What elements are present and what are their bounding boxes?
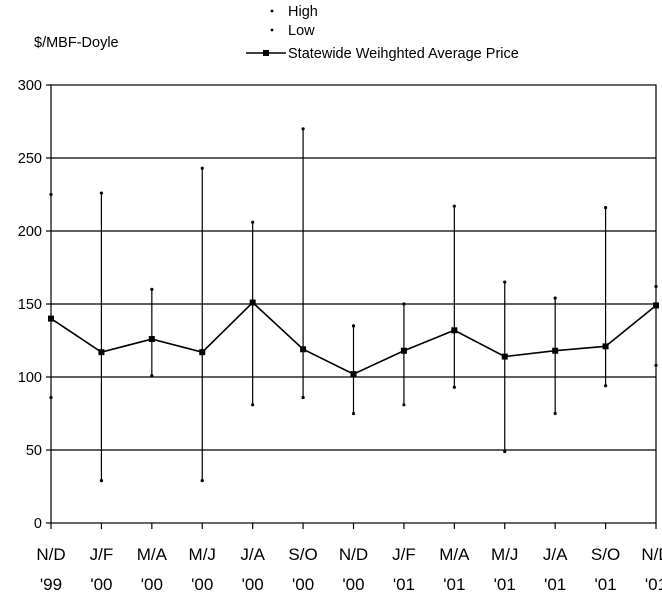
high-point [503,280,507,284]
x-tick-label-year: '00 [90,575,112,594]
x-tick-label-year: '00 [191,575,213,594]
low-point [200,479,204,483]
x-tick-label-year: '00 [292,575,314,594]
high-point [553,296,557,300]
x-tick-label-year: '01 [645,575,662,594]
x-tick-label-period: J/A [543,545,568,564]
x-tick-label-period: M/J [491,545,518,564]
x-tick-label-period: S/O [288,545,317,564]
x-tick-label-period: M/A [439,545,470,564]
average-price-series [48,299,659,378]
high-point [301,127,305,131]
high-point [150,287,154,291]
average-point [48,315,54,322]
x-tick-label-year: '01 [595,575,617,594]
legend-average-marker [263,50,269,56]
average-point [451,327,458,334]
high-point [654,284,658,289]
low-point [301,395,305,400]
high-point [251,220,255,224]
high-point [603,206,608,210]
x-tick-label-period: J/A [240,545,265,564]
y-tick-label: 100 [18,370,42,386]
x-tick-label-period: M/A [137,545,168,564]
average-point [300,346,307,353]
x-axis-ticks: N/D '99 J/F '00 M/A '00 M/J '00 J/A '00 S/O '00 N/D '… [36,523,662,594]
legend-low-label: Low [288,23,315,39]
low-point [452,385,456,389]
y-tick-label: 250 [18,151,42,167]
x-tick-label-year: '00 [242,575,264,594]
legend-high-marker [270,9,274,13]
high-point [200,166,204,170]
x-tick-label-year: '01 [494,575,516,594]
average-point [400,347,407,354]
legend-high-label: High [288,4,318,20]
average-point [653,302,659,309]
low-point [351,411,356,416]
high-point [452,204,456,208]
y-axis-label: $/MBF-Doyle [34,35,119,51]
low-point [251,403,255,407]
average-point [98,349,105,356]
high-point [402,302,406,306]
average-point [501,353,508,360]
high-point [99,191,104,195]
high-low-range-bars [49,127,658,483]
x-tick-label-period: N/D [641,545,662,564]
x-tick-label-year: '01 [443,575,465,594]
low-point [99,479,104,483]
x-tick-label-period: J/F [90,545,114,564]
x-tick-label-period: S/O [591,545,620,564]
y-axis-ticks: 0 50 100 150 200 250 300 [18,78,51,532]
average-point [350,371,357,378]
x-tick-label-year: '01 [393,575,415,594]
x-tick-label-year: '99 [40,575,62,594]
x-tick-label-year: '00 [141,575,163,594]
low-point [654,363,658,367]
low-point [553,411,557,416]
x-tick-label-period: J/F [392,545,416,564]
average-point [199,349,206,356]
y-tick-label: 300 [18,78,42,94]
x-tick-label-period: N/D [339,545,368,564]
low-point [503,449,507,454]
legend: High Low Statewide Weihghted Average Pri… [246,4,519,62]
low-point [402,403,406,407]
x-tick-label-period: N/D [36,545,65,564]
average-point [552,347,559,354]
high-point [49,192,53,197]
y-tick-label: 50 [26,443,42,459]
x-tick-label-year: '00 [342,575,364,594]
y-tick-label: 200 [18,224,42,240]
low-point [49,395,53,400]
x-tick-label-period: M/J [189,545,216,564]
legend-low-marker [270,28,274,32]
y-tick-label: 0 [34,516,42,532]
y-tick-label: 150 [18,297,42,313]
legend-average-label: Statewide Weihghted Average Price [288,46,519,62]
low-point [150,373,154,378]
x-tick-label-year: '01 [544,575,566,594]
average-point [602,343,609,350]
average-point [148,336,155,343]
low-point [603,384,608,388]
high-point [351,324,356,328]
average-point [249,299,256,306]
